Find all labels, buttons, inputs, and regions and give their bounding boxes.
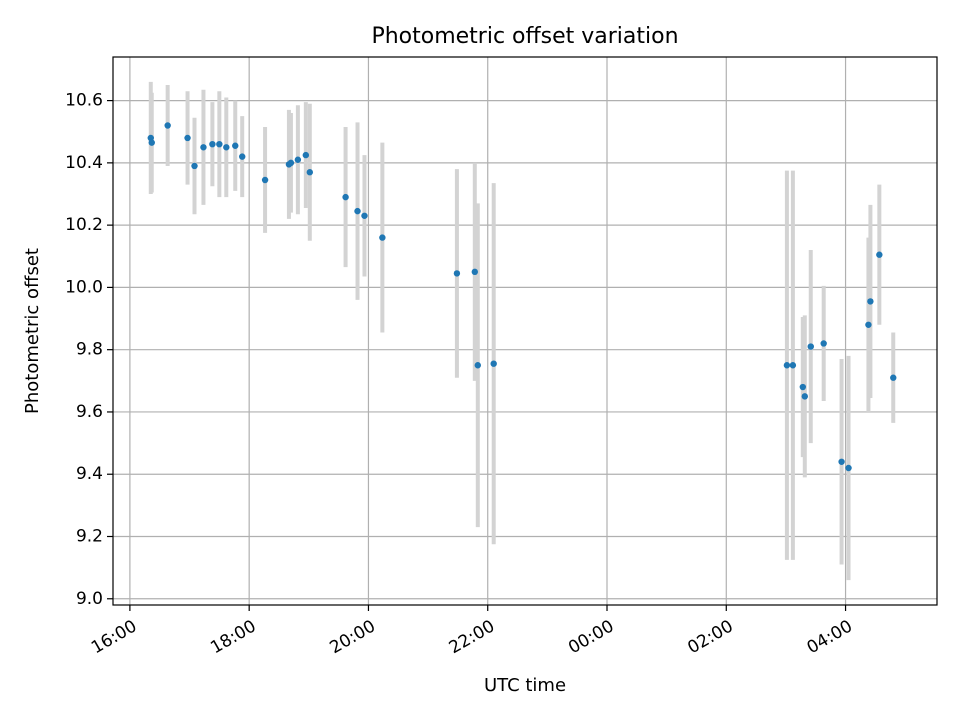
data-point <box>361 212 368 219</box>
data-point <box>867 298 874 305</box>
y-tick-label: 10.6 <box>65 91 103 111</box>
data-point <box>306 169 314 176</box>
data-point <box>890 374 897 381</box>
data-point <box>453 270 461 277</box>
y-tick-label: 9.6 <box>76 402 103 422</box>
data-point <box>471 268 479 276</box>
y-tick-label: 9.8 <box>76 340 103 360</box>
data-point <box>148 139 155 146</box>
y-tick-label: 10.2 <box>65 215 103 235</box>
data-point <box>287 159 295 167</box>
data-point <box>845 464 852 472</box>
y-tick-label: 9.4 <box>76 464 103 484</box>
data-point <box>799 383 807 391</box>
data-point <box>379 234 386 241</box>
data-points <box>147 122 897 472</box>
data-point <box>474 362 481 369</box>
data-point <box>807 343 814 350</box>
data-point <box>223 144 230 151</box>
data-point <box>354 207 361 215</box>
data-point <box>164 122 171 129</box>
y-axis-ticks: 9.0 9.2 9.4 9.6 9.8 10.0 10.2 10.4 10.6 <box>65 91 113 609</box>
data-point <box>232 142 239 149</box>
plot-frame <box>112 56 938 606</box>
data-point <box>789 362 797 369</box>
data-point <box>191 162 198 170</box>
data-point <box>294 156 302 163</box>
data-point <box>801 393 809 400</box>
data-point <box>200 144 207 151</box>
grid-lines <box>113 57 937 605</box>
y-tick-label: 10.4 <box>65 153 103 173</box>
y-axis-label: Photometric offset <box>22 248 43 414</box>
data-point <box>216 140 223 148</box>
y-tick-label: 10.0 <box>65 277 103 297</box>
data-point <box>342 193 349 201</box>
data-point <box>239 153 246 160</box>
data-point <box>184 134 191 142</box>
data-point <box>302 151 310 159</box>
y-tick-label: 9.2 <box>76 527 103 547</box>
data-point <box>865 321 872 328</box>
data-point <box>490 360 497 367</box>
data-point <box>209 140 216 148</box>
data-point <box>261 176 269 184</box>
chart-title: Photometric offset variation <box>371 24 678 49</box>
x-axis-label: UTC time <box>484 675 566 696</box>
y-tick-label: 9.0 <box>76 589 103 609</box>
data-point <box>876 251 883 258</box>
data-point <box>820 340 827 347</box>
data-point <box>838 458 845 465</box>
data-point <box>783 362 791 369</box>
